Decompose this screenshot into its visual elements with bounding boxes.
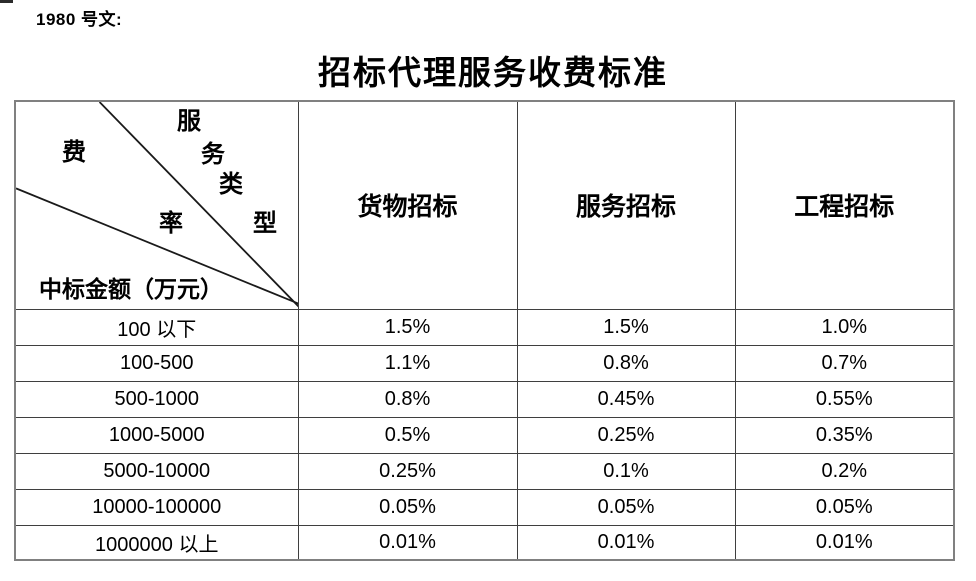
corner-rate-char-1: 费 — [62, 140, 86, 166]
table-cell: 0.01% — [734, 524, 955, 561]
table-cell: 0.25% — [516, 416, 736, 454]
table-cell: 0.55% — [734, 380, 955, 418]
table-cell: 0.25% — [297, 452, 518, 490]
column-header-services: 服务招标 — [516, 100, 736, 310]
corner-rate-char-2: 率 — [159, 211, 183, 237]
document-number-label: 1980 号文: — [36, 10, 123, 29]
table-cell: 0.01% — [516, 524, 736, 561]
table-row: 1000-5000 0.5% 0.25% 0.35% — [14, 416, 955, 454]
fee-standard-table: 服 务 类 型 费 率 中标金额（万元） 货物招标 服务招标 工程招标 100 … — [14, 100, 955, 561]
table-cell: 0.8% — [297, 380, 518, 418]
table-cell: 0.1% — [516, 452, 736, 490]
row-label: 1000-5000 — [14, 416, 299, 454]
table-cell: 1.1% — [297, 344, 518, 382]
table-cell: 0.2% — [734, 452, 955, 490]
table-cell: 0.05% — [297, 488, 518, 526]
row-label: 5000-10000 — [14, 452, 299, 490]
table-cell: 0.01% — [297, 524, 518, 561]
corner-type-char-3: 类 — [219, 172, 243, 198]
table-cell: 1.5% — [516, 308, 736, 346]
corner-type-char-4: 型 — [253, 211, 277, 237]
table-row: 10000-100000 0.05% 0.05% 0.05% — [14, 488, 955, 526]
table-cell: 1.5% — [297, 308, 518, 346]
table-row: 100-500 1.1% 0.8% 0.7% — [14, 344, 955, 382]
table-cell: 0.35% — [734, 416, 955, 454]
table-cell: 0.8% — [516, 344, 736, 382]
table-row: 500-1000 0.8% 0.45% 0.55% — [14, 380, 955, 418]
table-cell: 0.5% — [297, 416, 518, 454]
diagonal-divider-lines — [16, 102, 297, 307]
row-label: 1000000 以上 — [14, 524, 299, 561]
table-cell: 0.05% — [516, 488, 736, 526]
table-cell: 0.45% — [516, 380, 736, 418]
diagonal-corner-cell: 服 务 类 型 费 率 中标金额（万元） — [14, 100, 299, 310]
table-row: 1000000 以上 0.01% 0.01% 0.01% — [14, 524, 955, 561]
row-label: 500-1000 — [14, 380, 299, 418]
page-title: 招标代理服务收费标准 — [318, 56, 668, 92]
column-header-goods: 货物招标 — [297, 100, 518, 310]
column-header-engineering: 工程招标 — [734, 100, 955, 310]
corner-type-char-2: 务 — [201, 142, 225, 168]
corner-type-char-1: 服 — [177, 109, 201, 135]
table-cell: 0.7% — [734, 344, 955, 382]
row-label: 10000-100000 — [14, 488, 299, 526]
table-row: 100 以下 1.5% 1.5% 1.0% — [14, 308, 955, 346]
header-row: 服 务 类 型 费 率 中标金额（万元） 货物招标 服务招标 工程招标 — [14, 100, 955, 310]
table-row: 5000-10000 0.25% 0.1% 0.2% — [14, 452, 955, 490]
table-cell: 1.0% — [734, 308, 955, 346]
page-corner-artifact — [0, 0, 13, 3]
row-label: 100 以下 — [14, 308, 299, 346]
row-label: 100-500 — [14, 344, 299, 382]
table-cell: 0.05% — [734, 488, 955, 526]
corner-amount-label: 中标金额（万元） — [39, 277, 223, 302]
